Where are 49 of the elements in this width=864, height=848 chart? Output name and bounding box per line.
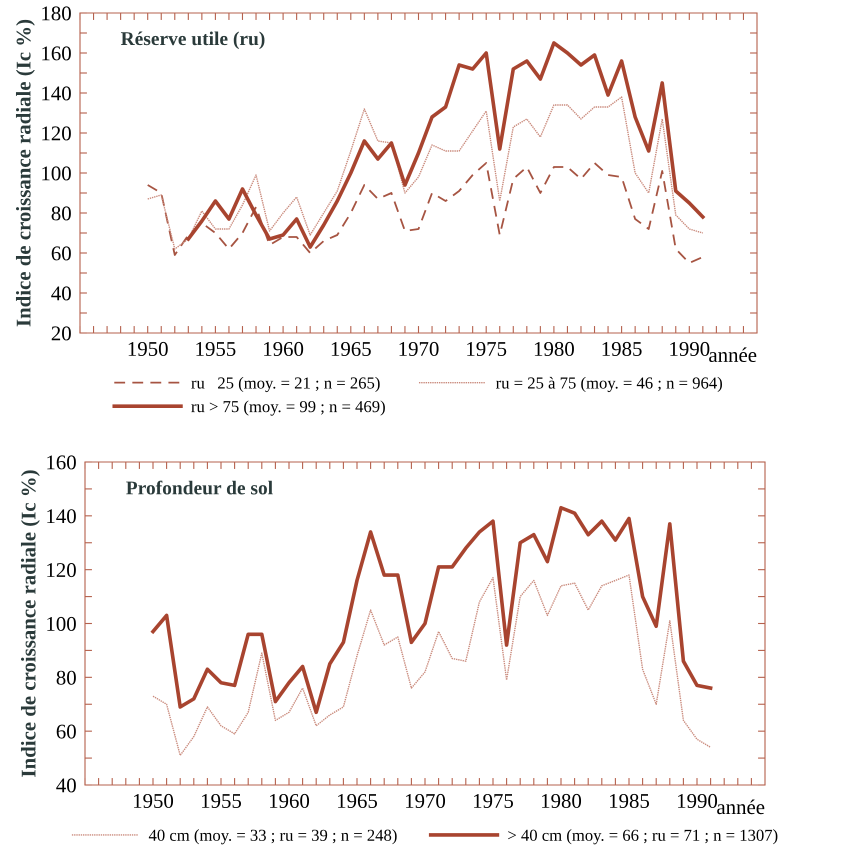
x-tick-label: 1970 [406, 794, 446, 808]
y-tick-label: 40 [51, 286, 71, 300]
x-tick-label: 1990 [670, 342, 710, 356]
x-tick-label: 1965 [338, 794, 378, 808]
y-tick-label: 80 [56, 670, 76, 685]
x-tick-label: 1960 [264, 342, 304, 356]
line-series [147, 96, 704, 250]
legend-label: ru = 25 à 75 (moy. = 46 ; n = 964) [496, 376, 722, 392]
y-tick-label: 160 [42, 46, 71, 60]
y-tick-label: 160 [47, 455, 76, 470]
x-tick-label: 1950 [128, 342, 168, 356]
x-tick-label: 1985 [610, 794, 650, 808]
x-tick-label: 1955 [196, 342, 236, 356]
y-tick-label: 60 [52, 246, 71, 260]
line-series [152, 574, 712, 756]
line-series [151, 506, 712, 714]
y-tick-label: 100 [42, 166, 71, 180]
y-tick-label: 100 [47, 616, 76, 631]
x-tick-label: 1985 [602, 342, 642, 356]
y-tick-label: 80 [52, 206, 71, 220]
x-tick-label: 1960 [270, 794, 310, 808]
legend-label: 40 cm (moy. = 33 ; ru = 39 ; n = 248) [148, 829, 397, 844]
x-tick-label: 1980 [542, 794, 582, 808]
text: Réserve utile (ru) [120, 31, 264, 50]
x-tick-label: 1980 [534, 342, 574, 356]
legend-label: ru 25 (moy. = 21 ; n = 265) [191, 376, 380, 392]
y-tick-label: 180 [42, 6, 71, 20]
x-tick-label: 1970 [400, 342, 439, 356]
x-axis-title: année [717, 800, 764, 814]
y-axis-title: Indice de croissance radiale (Ic %) [16, 20, 35, 326]
x-tick-label: 1955 [202, 794, 242, 808]
y-tick-label: 60 [56, 724, 76, 739]
x-axis-title: année [709, 347, 756, 362]
text: Profondeur de sol [126, 480, 273, 495]
y-tick-label: 120 [47, 563, 76, 578]
legend-label: ru > 75 (moy. = 99 ; n = 469) [191, 400, 385, 416]
x-tick-label: 1975 [467, 342, 506, 356]
x-tick-label: 1950 [134, 794, 174, 808]
y-tick-label: 140 [42, 86, 71, 100]
y-tick-label: 120 [42, 126, 71, 140]
y-axis-title: Indice de croissance radiale (Ic %) [20, 470, 40, 777]
x-tick-label: 1965 [332, 342, 371, 356]
y-tick-label: 140 [47, 509, 76, 524]
line-series [146, 162, 704, 264]
x-tick-label: 1990 [678, 794, 718, 808]
y-tick-label: 20 [52, 326, 71, 340]
x-tick-label: 1975 [474, 794, 514, 808]
y-tick-label: 40 [56, 778, 76, 792]
legend-label: > 40 cm (moy. = 66 ; ru = 71 ; n = 1307) [508, 829, 778, 844]
